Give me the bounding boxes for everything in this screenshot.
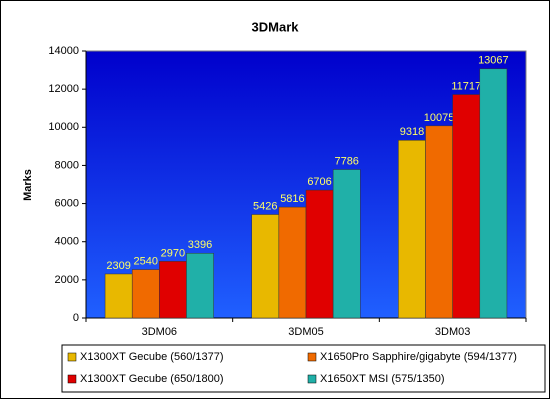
value-label: 5426 — [253, 200, 277, 212]
value-label: 2970 — [161, 247, 185, 259]
y-tick-label: 2000 — [55, 274, 79, 286]
bar — [332, 169, 361, 319]
legend-swatch — [307, 352, 317, 362]
chart-title: 3DMark — [252, 19, 300, 34]
y-tick-label: 8000 — [55, 159, 79, 171]
bar — [398, 140, 426, 319]
bar — [479, 68, 508, 319]
value-label: 10075 — [424, 112, 455, 124]
x-tick-label: 3DM06 — [142, 326, 177, 338]
y-tick-label: 14000 — [48, 45, 79, 57]
value-label: 11717 — [451, 80, 481, 92]
y-axis-label: Marks — [22, 169, 34, 201]
bar — [104, 273, 133, 319]
bar — [251, 214, 280, 319]
legend-label: X1650XT MSI (575/1350) — [320, 373, 445, 385]
bar — [159, 261, 187, 319]
legend — [61, 344, 546, 393]
bar — [186, 252, 214, 319]
x-tick-label: 3DM05 — [288, 326, 323, 338]
bar — [278, 206, 307, 319]
y-tick-label: 10000 — [48, 121, 79, 133]
bar — [305, 189, 334, 319]
value-label: 3396 — [188, 239, 212, 251]
value-label: 9318 — [400, 126, 424, 138]
legend-label: X1300XT Gecube (560/1377) — [80, 351, 224, 363]
y-tick-label: 12000 — [48, 83, 79, 95]
legend-label: X1300XT Gecube (650/1800) — [80, 373, 224, 385]
legend-label: X1650Pro Sapphire/gigabyte (594/1377) — [320, 351, 517, 363]
value-label: 7786 — [334, 155, 358, 167]
y-tick-label: 0 — [73, 312, 79, 324]
bar — [425, 125, 453, 319]
y-tick-label: 4000 — [55, 236, 79, 248]
bar — [452, 94, 481, 319]
y-tick-label: 6000 — [55, 197, 79, 209]
legend-swatch — [67, 374, 77, 384]
value-label: 13067 — [478, 55, 509, 67]
legend-swatch — [307, 374, 317, 384]
value-label: 2309 — [106, 260, 130, 272]
bar — [131, 269, 160, 319]
legend-swatch — [67, 352, 77, 362]
value-label: 2540 — [134, 255, 158, 267]
x-tick-label: 3DM03 — [435, 326, 470, 338]
value-label: 5816 — [280, 193, 304, 205]
value-label: 6706 — [307, 176, 331, 188]
